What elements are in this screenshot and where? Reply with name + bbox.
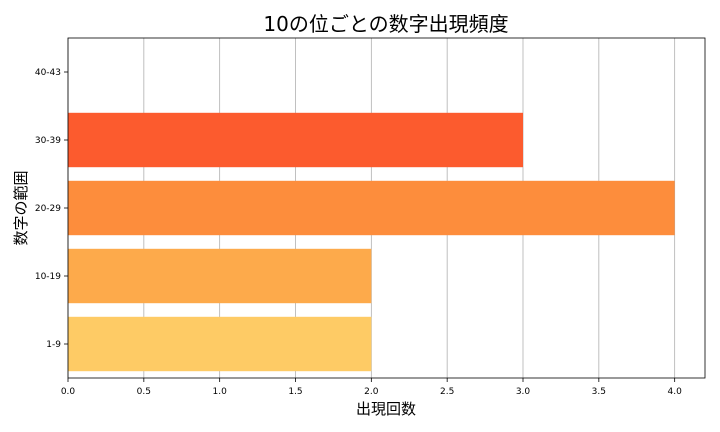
x-axis-label: 出現回数 bbox=[356, 400, 416, 418]
x-tick-label: 3.5 bbox=[592, 387, 606, 397]
bar-10-19 bbox=[68, 248, 372, 304]
y-tick-label: 30-39 bbox=[35, 136, 61, 146]
chart-title: 10の位ごとの数字出現頻度 bbox=[263, 12, 508, 36]
y-axis-label: 数字の範囲 bbox=[12, 170, 30, 245]
bar-30-39 bbox=[68, 112, 523, 168]
y-tick-label: 20-29 bbox=[35, 204, 61, 214]
x-tick-label: 4.0 bbox=[668, 387, 683, 397]
x-tick-label: 2.0 bbox=[364, 387, 379, 397]
x-axis-ticks: 0.0 0.5 1.0 1.5 2.0 2.5 3.0 3.5 4.0 bbox=[61, 378, 682, 397]
x-tick-label: 2.5 bbox=[440, 387, 454, 397]
x-tick-label: 1.0 bbox=[213, 387, 228, 397]
x-tick-label: 1.5 bbox=[288, 387, 302, 397]
bar-1-9 bbox=[68, 316, 372, 372]
x-tick-label: 3.0 bbox=[516, 387, 531, 397]
x-tick-label: 0.0 bbox=[61, 387, 76, 397]
y-tick-label: 1-9 bbox=[46, 340, 61, 350]
x-tick-label: 0.5 bbox=[137, 387, 151, 397]
y-tick-label: 10-19 bbox=[35, 272, 61, 282]
bars bbox=[68, 112, 675, 372]
bar-20-29 bbox=[68, 180, 675, 236]
y-tick-label: 40-43 bbox=[35, 68, 61, 78]
y-axis-ticks: 1-9 10-19 20-29 30-39 40-43 bbox=[35, 68, 68, 350]
